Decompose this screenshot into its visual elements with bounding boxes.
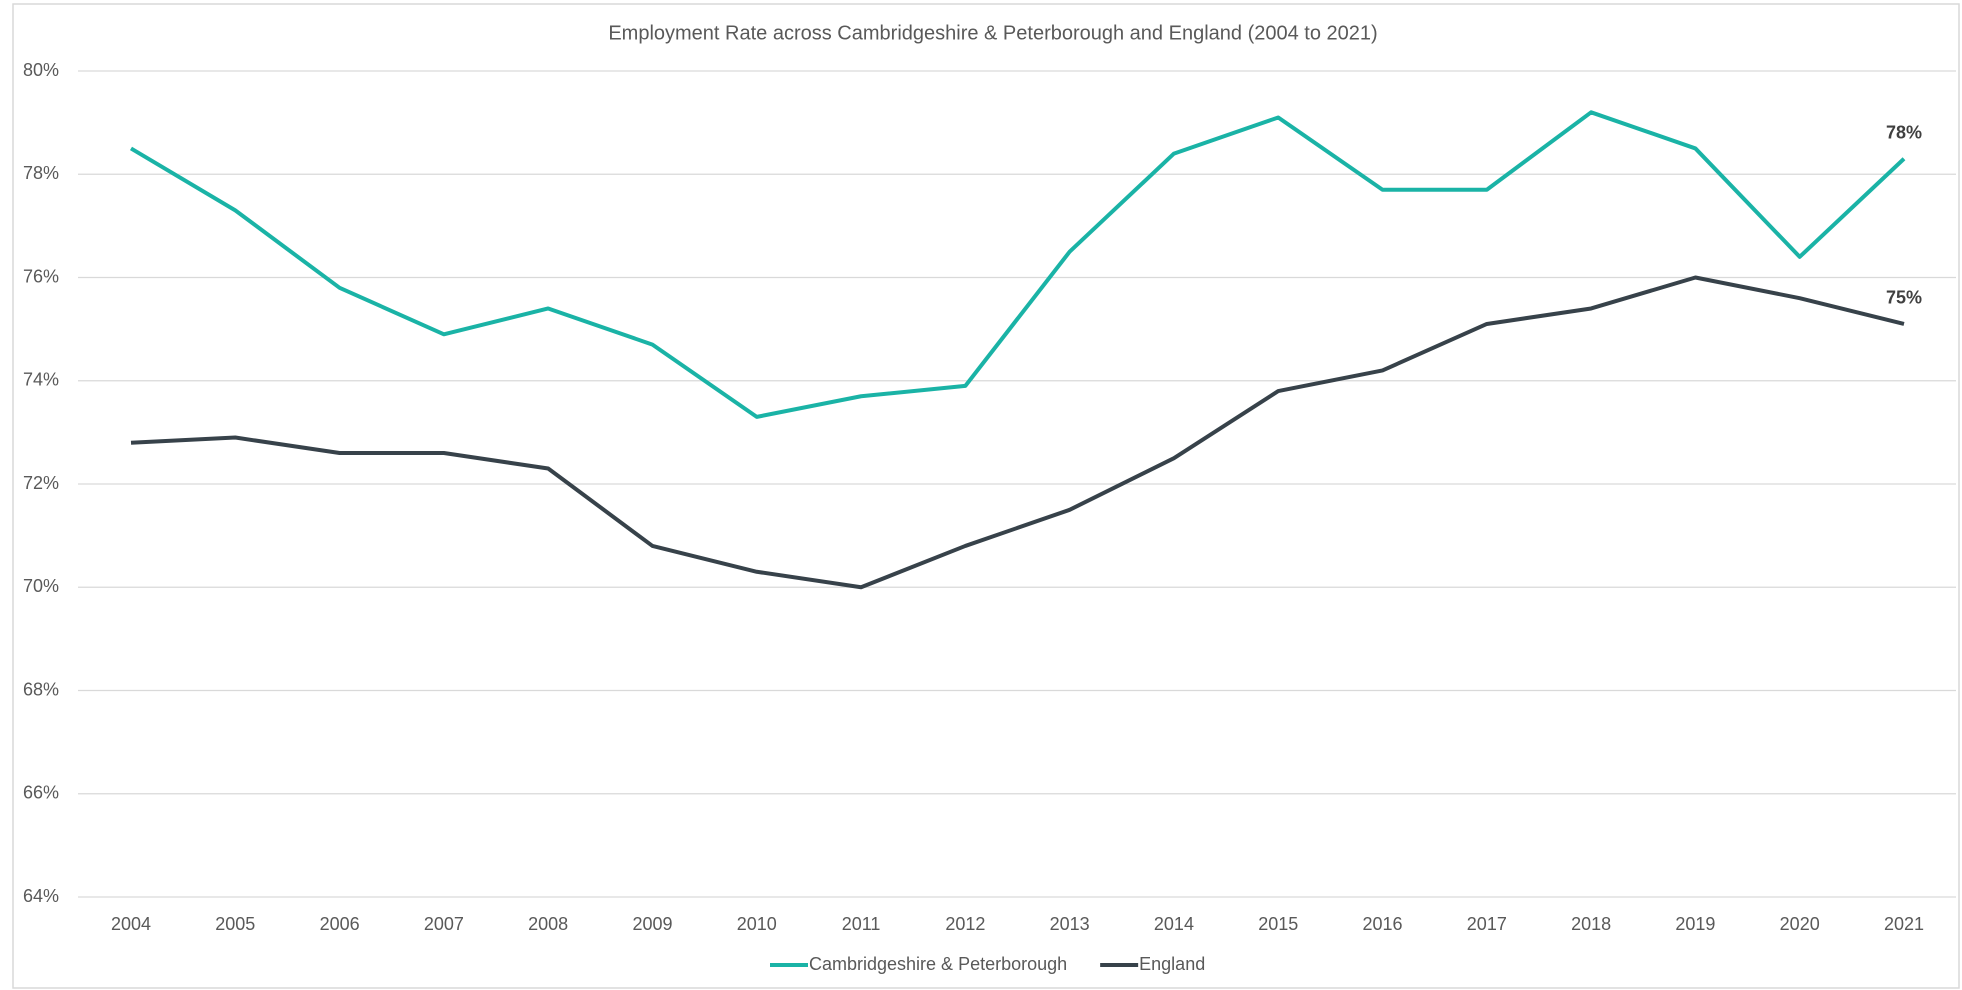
y-tick-label: 72%	[23, 473, 59, 493]
x-tick-label: 2010	[737, 914, 777, 934]
chart-frame	[12, 3, 1960, 989]
y-tick-label: 70%	[23, 576, 59, 596]
x-tick-label: 2018	[1571, 914, 1611, 934]
x-tick-label: 2019	[1675, 914, 1715, 934]
x-tick-label: 2013	[1050, 914, 1090, 934]
x-tick-label: 2009	[632, 914, 672, 934]
data-label: 78%	[1886, 123, 1922, 143]
x-tick-label: 2007	[424, 914, 464, 934]
series-line	[129, 110, 1906, 419]
x-tick-label: 2011	[842, 914, 881, 934]
x-tick-label: 2004	[111, 914, 151, 934]
y-tick-label: 68%	[23, 679, 59, 699]
x-tick-label: 2012	[945, 914, 985, 934]
series-line	[130, 275, 1905, 590]
x-tick-label: 2021	[1884, 914, 1924, 934]
y-tick-label: 64%	[23, 886, 59, 906]
y-tick-label: 74%	[23, 370, 59, 390]
chart-title: Employment Rate across Cambridgeshire & …	[608, 22, 1377, 44]
x-tick-label: 2016	[1363, 914, 1403, 934]
y-tick-label: 66%	[23, 783, 59, 803]
x-tick-label: 2020	[1780, 914, 1820, 934]
x-tick-label: 2006	[320, 914, 360, 934]
legend-label: England	[1139, 954, 1205, 974]
y-tick-label: 78%	[23, 163, 59, 183]
y-tick-label: 76%	[23, 266, 59, 286]
x-tick-label: 2005	[215, 914, 255, 934]
x-tick-label: 2008	[528, 914, 568, 934]
y-tick-label: 80%	[23, 60, 59, 80]
x-tick-label: 2015	[1258, 914, 1298, 934]
x-tick-label: 2014	[1154, 914, 1194, 934]
x-tick-label: 2017	[1467, 914, 1507, 934]
data-label: 75%	[1886, 288, 1922, 308]
legend-label: Cambridgeshire & Peterborough	[809, 954, 1067, 974]
